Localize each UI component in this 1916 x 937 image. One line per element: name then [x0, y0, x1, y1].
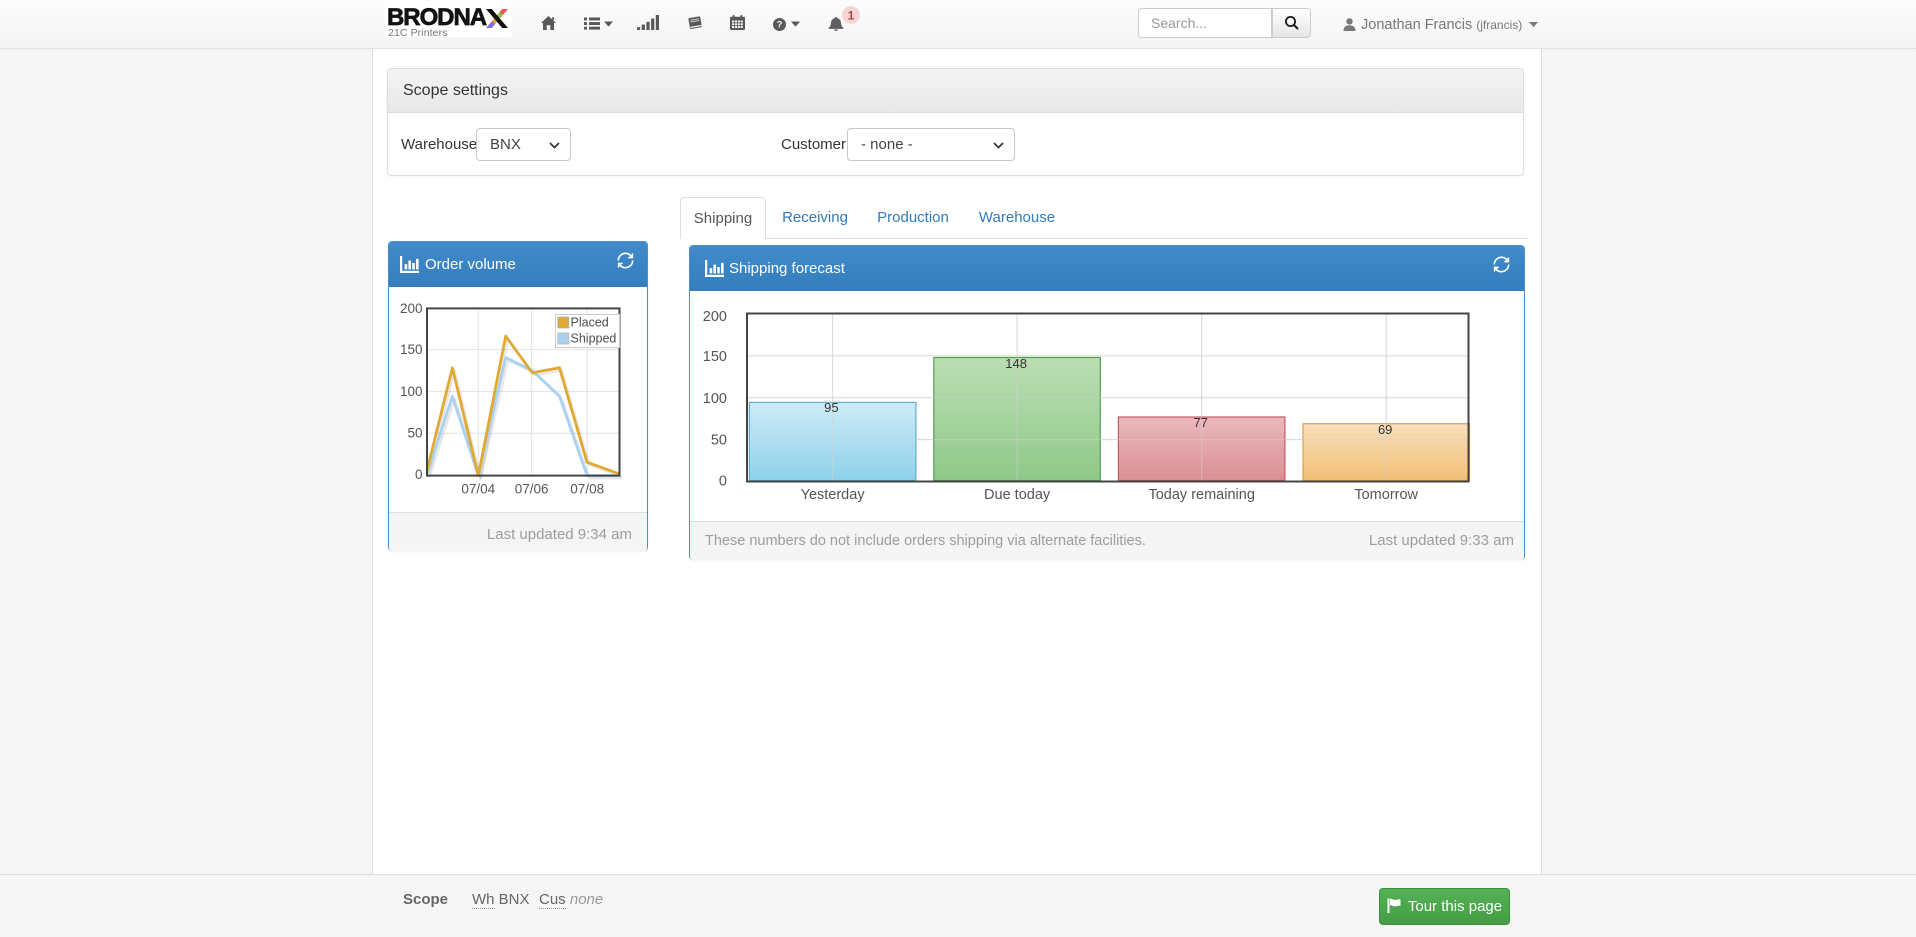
svg-text:148: 148	[1005, 356, 1027, 371]
svg-text:0: 0	[415, 467, 423, 482]
svg-text:100: 100	[703, 391, 727, 407]
svg-text:07/06: 07/06	[515, 482, 549, 497]
svg-text:Yesterday: Yesterday	[801, 487, 866, 503]
svg-text:95: 95	[824, 400, 838, 415]
svg-text:Due today: Due today	[984, 487, 1051, 503]
svg-text:150: 150	[703, 349, 727, 365]
svg-text:07/08: 07/08	[570, 482, 604, 497]
svg-text:200: 200	[400, 301, 423, 316]
svg-text:Tomorrow: Tomorrow	[1354, 487, 1418, 503]
svg-text:1: 1	[848, 8, 855, 22]
svg-text:50: 50	[711, 433, 727, 449]
svg-text:150: 150	[400, 342, 423, 357]
svg-text:77: 77	[1193, 415, 1207, 430]
svg-text:Today remaining: Today remaining	[1148, 487, 1254, 503]
svg-text:Placed: Placed	[571, 315, 609, 329]
svg-text:?: ?	[777, 20, 783, 31]
svg-text:69: 69	[1378, 422, 1392, 437]
svg-text:50: 50	[407, 426, 422, 441]
svg-text:0: 0	[719, 474, 727, 490]
svg-text:100: 100	[400, 384, 423, 399]
svg-text:Shipped: Shipped	[571, 331, 617, 345]
svg-text:200: 200	[703, 309, 727, 325]
svg-text:07/04: 07/04	[461, 482, 495, 497]
